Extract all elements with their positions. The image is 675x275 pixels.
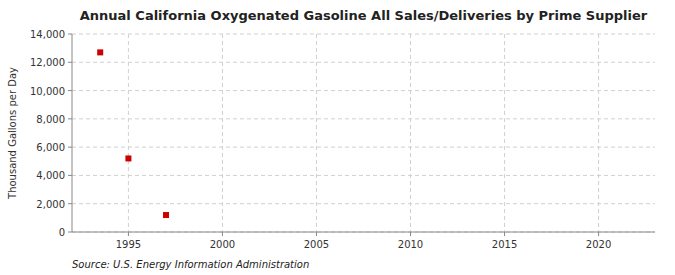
source-note: Source: U.S. Energy Information Administ… bbox=[72, 259, 309, 270]
chart: 0 2,000 4,000 6,000 8,000 10,000 12,000 14,000 1… bbox=[0, 0, 675, 275]
title: Annual California Oxygenated Gasoline Al… bbox=[80, 8, 648, 23]
y-axis-line bbox=[72, 34, 73, 232]
tick-label: 2020 bbox=[586, 239, 611, 250]
grid-line bbox=[410, 34, 411, 232]
tick-mark bbox=[68, 90, 72, 91]
tick-label: 0 bbox=[59, 227, 65, 238]
grid-line bbox=[504, 34, 505, 232]
grid-line bbox=[72, 147, 655, 148]
grid-line bbox=[72, 203, 655, 204]
tick-mark bbox=[128, 232, 129, 236]
y-axis-label: Thousand Gallons per Day bbox=[7, 67, 18, 200]
tick-mark bbox=[68, 203, 72, 204]
tick-mark bbox=[316, 232, 317, 236]
tick-mark bbox=[410, 232, 411, 236]
tick-label: 4,000 bbox=[36, 170, 65, 181]
tick-label: 2000 bbox=[210, 239, 235, 250]
tick-label: 8,000 bbox=[36, 114, 65, 125]
tick-label: 6,000 bbox=[36, 142, 65, 153]
grid-line bbox=[598, 34, 599, 232]
tick-label: 2015 bbox=[492, 239, 517, 250]
grid-line bbox=[72, 175, 655, 176]
tick-mark bbox=[68, 62, 72, 63]
grid-line bbox=[72, 62, 655, 63]
grid-line bbox=[72, 232, 655, 233]
tick-mark bbox=[598, 232, 599, 236]
x-axis-line bbox=[72, 232, 655, 233]
grid-line bbox=[72, 90, 655, 91]
tick-label: 2,000 bbox=[36, 199, 65, 210]
point bbox=[163, 212, 169, 218]
tick-mark bbox=[504, 232, 505, 236]
tick-mark bbox=[68, 175, 72, 176]
tick-label: 1995 bbox=[116, 239, 141, 250]
grid-line bbox=[316, 34, 317, 232]
grid-line bbox=[128, 34, 129, 232]
tick-mark bbox=[68, 118, 72, 119]
grid-line bbox=[222, 34, 223, 232]
point bbox=[97, 49, 103, 55]
data-points bbox=[97, 49, 169, 218]
tick-mark bbox=[68, 34, 72, 35]
tick-label: 10,000 bbox=[30, 86, 65, 97]
tick-label: 14,000 bbox=[30, 29, 65, 40]
tick-label: 2005 bbox=[304, 239, 329, 250]
grid-line bbox=[72, 118, 655, 119]
tick-mark bbox=[68, 147, 72, 148]
tick-label: 2010 bbox=[398, 239, 423, 250]
grid-line bbox=[72, 34, 655, 35]
tick-label: 12,000 bbox=[30, 57, 65, 68]
tick-mark bbox=[222, 232, 223, 236]
tick-mark bbox=[68, 232, 72, 233]
axes: 0 2,000 4,000 6,000 8,000 10,000 12,000 14,000 1… bbox=[30, 29, 655, 250]
point bbox=[125, 155, 131, 161]
grid bbox=[72, 34, 655, 232]
